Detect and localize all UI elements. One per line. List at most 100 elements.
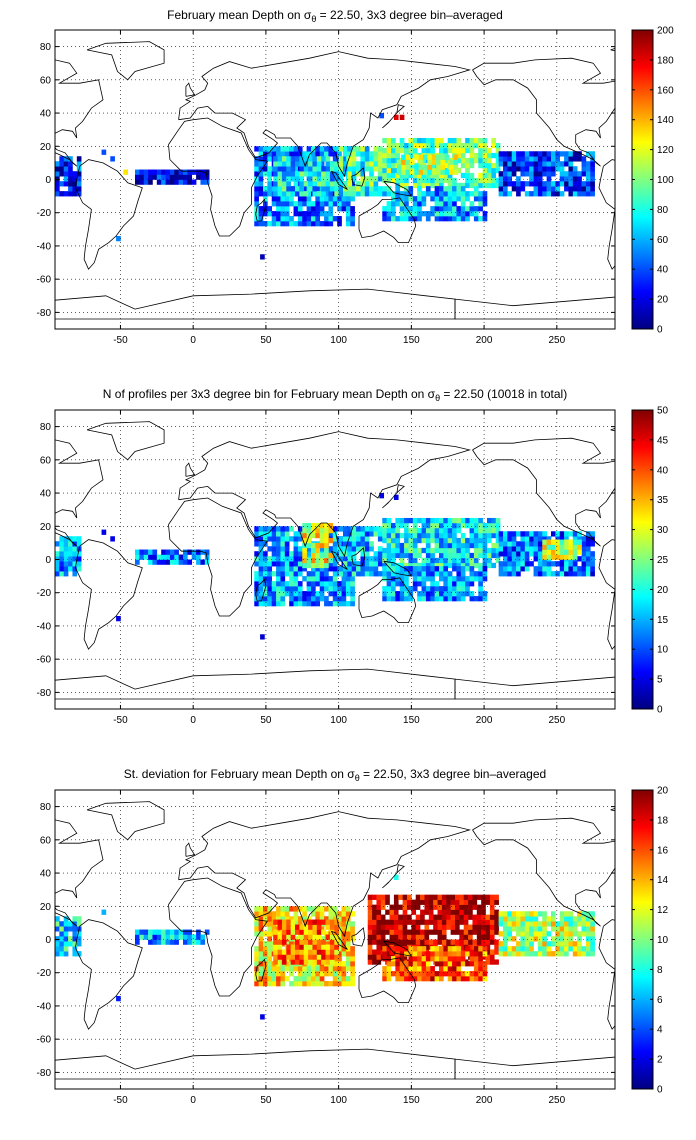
- data-cell: [412, 586, 418, 592]
- data-cell: [460, 537, 466, 544]
- data-cell: [350, 216, 355, 222]
- data-cell: [332, 966, 338, 972]
- data-cell: [325, 181, 331, 187]
- data-cell: [469, 562, 475, 569]
- data-cell: [533, 571, 539, 577]
- data-cell: [263, 971, 268, 977]
- data-cell: [443, 186, 449, 192]
- data-cell: [495, 177, 501, 184]
- data-cell: [308, 949, 313, 955]
- data-cell: [306, 971, 312, 977]
- data-cell: [542, 946, 547, 952]
- data-cell: [459, 944, 465, 950]
- data-cell: [341, 916, 347, 922]
- data-cell: [391, 142, 396, 149]
- data-cell: [434, 137, 440, 144]
- data-cell: [585, 936, 591, 942]
- data-cell: [332, 586, 338, 592]
- data-cell: [469, 527, 475, 534]
- data-cell: [347, 181, 353, 187]
- data-cell: [473, 552, 479, 559]
- data-cell: [446, 914, 451, 920]
- data-cell: [564, 531, 569, 537]
- data-cell: [258, 551, 264, 557]
- data-cell: [386, 596, 392, 602]
- data-cell: [204, 549, 210, 555]
- data-cell: [386, 966, 392, 972]
- data-cell: [258, 926, 264, 932]
- data-cell: [421, 177, 427, 184]
- data-cell: [63, 931, 69, 937]
- data-cell: [551, 561, 556, 567]
- data-cell: [546, 941, 552, 947]
- data-cell: [63, 936, 69, 942]
- data-cell: [478, 946, 483, 952]
- data-cell: [324, 221, 329, 227]
- data-cell: [456, 527, 462, 534]
- data-cell: [494, 919, 499, 925]
- data-cell: [529, 946, 534, 952]
- data-cell: [297, 906, 303, 912]
- data-cell: [267, 526, 273, 532]
- data-cell: [316, 924, 322, 930]
- data-cell: [511, 186, 517, 192]
- data-cell: [412, 571, 418, 577]
- data-cell: [395, 956, 401, 962]
- data-cell: [430, 557, 435, 564]
- data-cell: [446, 904, 451, 910]
- x-tick-label: -50: [113, 715, 128, 726]
- data-cell: [350, 936, 355, 942]
- data-cell: [489, 939, 495, 945]
- data-cell: [421, 591, 427, 597]
- data-cell: [537, 931, 543, 937]
- data-cell: [316, 949, 322, 955]
- data-cell: [148, 939, 153, 945]
- data-cell: [577, 566, 582, 572]
- data-cell: [321, 181, 326, 187]
- data-cell: [546, 916, 552, 922]
- data-cell: [273, 176, 278, 182]
- data-cell: [405, 154, 411, 160]
- data-cell: [161, 929, 166, 935]
- data-cell: [263, 596, 268, 602]
- data-cell: [315, 981, 321, 987]
- data-cell: [482, 527, 488, 534]
- data-cell: [165, 939, 171, 945]
- data-cell: [443, 172, 449, 179]
- data-cell: [494, 909, 499, 915]
- data-cell: [417, 137, 422, 144]
- data-cell: [450, 939, 456, 945]
- colorbar-tick-label: 35: [657, 495, 669, 506]
- data-cell: [447, 142, 453, 149]
- data-cell: [478, 522, 483, 529]
- data-cell: [456, 596, 462, 602]
- data-cell: [267, 566, 273, 572]
- data-cell: [439, 206, 444, 212]
- data-cell: [293, 581, 299, 587]
- data-cell: [453, 159, 459, 165]
- data-cell: [489, 949, 495, 955]
- data-cell: [398, 929, 403, 935]
- data-cell: [456, 976, 462, 982]
- data-cell: [316, 181, 322, 187]
- data-cell: [473, 537, 479, 544]
- data-cell: [439, 177, 444, 184]
- data-cell: [343, 571, 348, 577]
- data-cell: [271, 911, 277, 917]
- data-cell: [564, 951, 569, 957]
- data-cell: [425, 547, 431, 554]
- data-cell: [277, 924, 283, 930]
- data-cell: [258, 971, 264, 977]
- data-cell: [577, 911, 582, 917]
- data-cell: [447, 206, 453, 212]
- coastline: [454, 676, 615, 700]
- data-cell: [491, 532, 497, 539]
- data-cell: [156, 929, 162, 935]
- data-cell: [487, 527, 492, 534]
- data-cell: [148, 179, 153, 185]
- data-cell: [321, 949, 326, 955]
- data-cell: [328, 552, 334, 559]
- data-cell: [345, 591, 351, 597]
- data-cell: [290, 929, 296, 935]
- y-tick-label: -80: [37, 308, 52, 319]
